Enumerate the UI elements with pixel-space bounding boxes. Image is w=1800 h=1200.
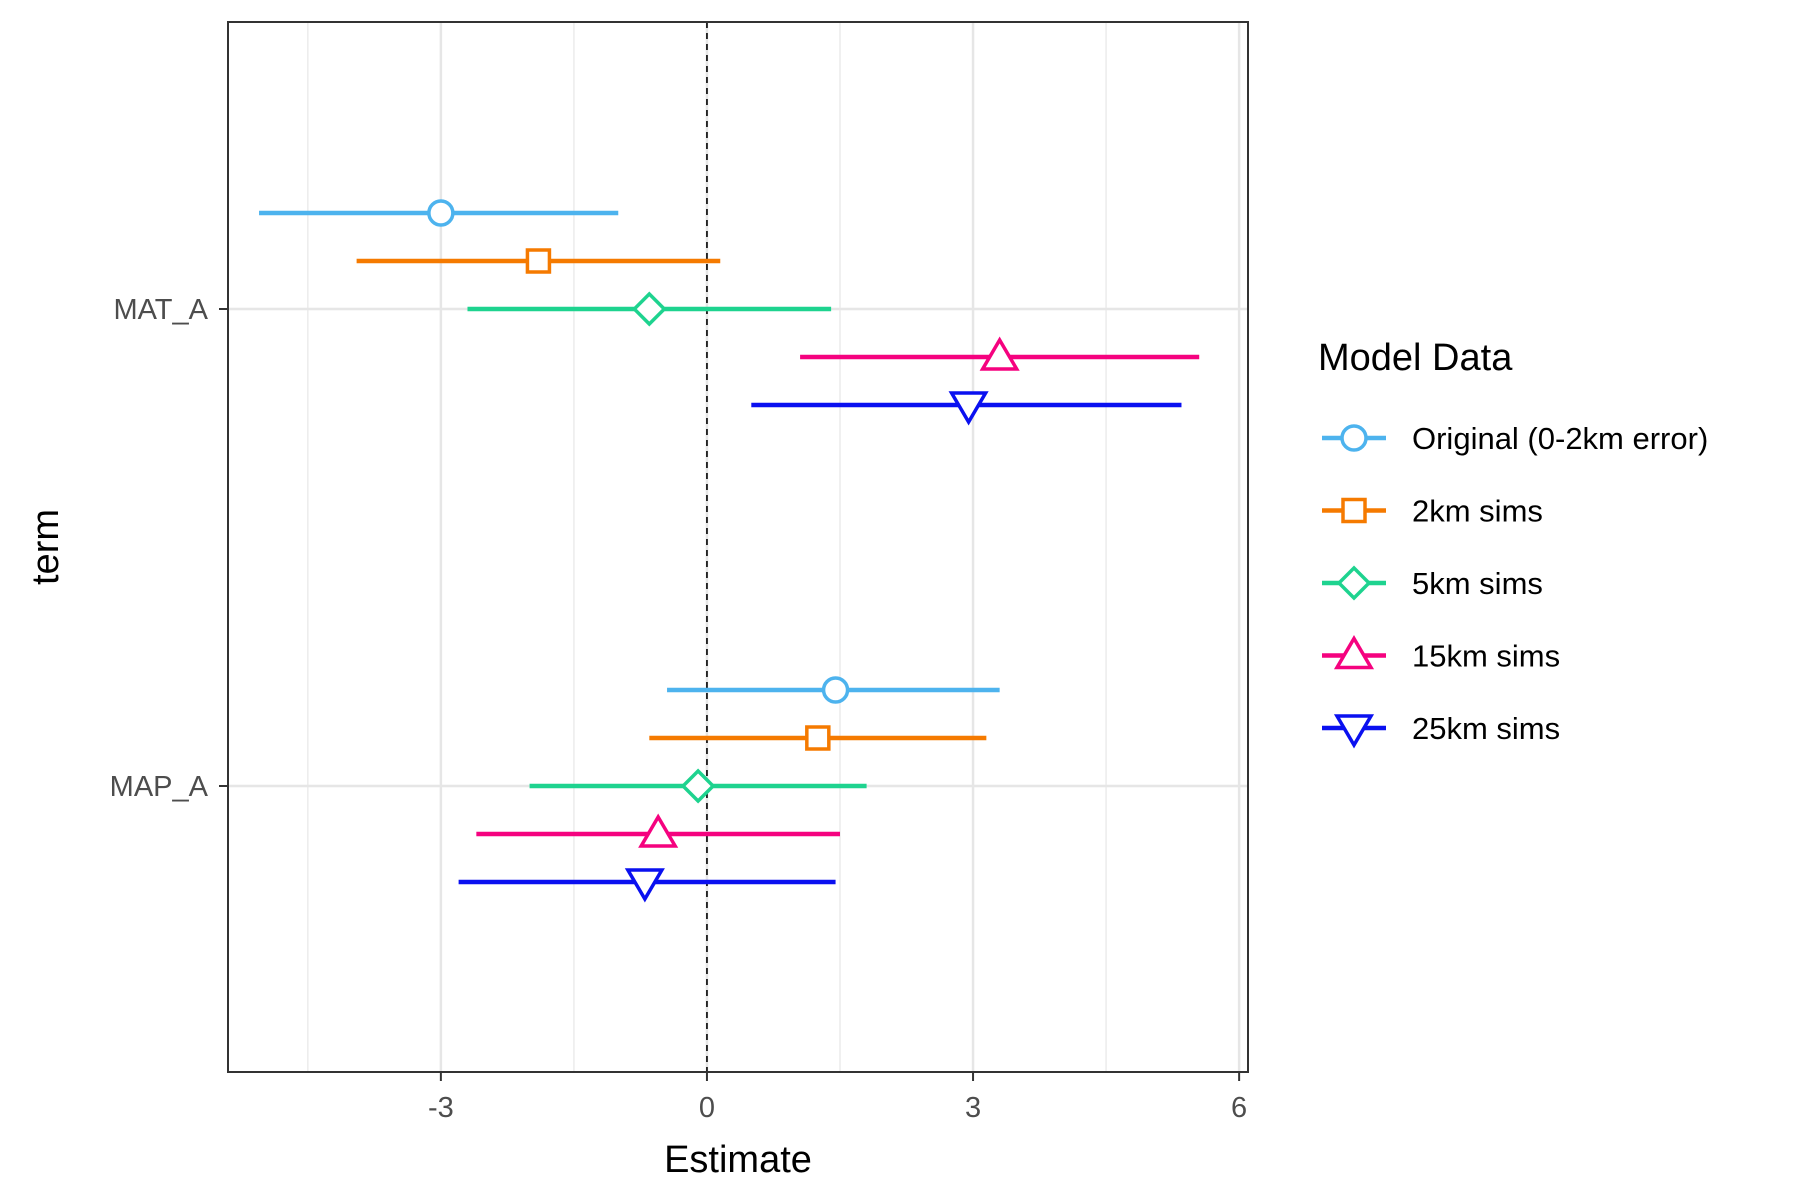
series-3	[467, 291, 867, 804]
y-tick-label: MAT_A	[113, 294, 208, 326]
grid-lines	[228, 22, 1248, 1072]
estimate-point	[525, 248, 552, 274]
legend-item-3: 5km sims	[1322, 565, 1543, 601]
estimate-marks	[259, 199, 1200, 903]
series-2	[356, 248, 987, 751]
y-axis-title: term	[25, 509, 67, 585]
estimate-point	[624, 868, 665, 903]
legend-label: 15km sims	[1412, 639, 1560, 674]
y-tick-label: MAP_A	[110, 771, 209, 803]
legend-key-marker	[1341, 497, 1367, 524]
legend-key-marker	[1333, 714, 1375, 749]
estimate-point	[979, 336, 1020, 371]
legend-key-marker	[1336, 565, 1372, 601]
legend-item-4: 15km sims	[1322, 635, 1560, 674]
legend: Model Data Original (0-2km error) 2km sim…	[1318, 337, 1708, 749]
legend-label: 2km sims	[1412, 494, 1543, 529]
x-axis-title: Estimate	[664, 1139, 812, 1181]
estimate-point	[680, 768, 716, 804]
estimate-point	[427, 199, 455, 227]
estimate-point	[821, 676, 850, 704]
x-tick-label: 6	[1231, 1092, 1247, 1124]
legend-item-5: 25km sims	[1322, 711, 1560, 749]
series-5	[458, 391, 1182, 903]
y-axis: MAT_A MAP_A	[110, 294, 228, 803]
legend-key-marker	[1333, 635, 1375, 670]
legend-label: Original (0-2km error)	[1412, 421, 1708, 456]
legend-label: 5km sims	[1412, 566, 1543, 601]
x-axis: -3 0 3 6	[428, 1072, 1247, 1124]
estimate-point	[948, 391, 989, 426]
panel-border	[227, 21, 1249, 1073]
legend-item-1: Original (0-2km error)	[1322, 421, 1708, 456]
legend-key-marker	[1340, 424, 1368, 452]
estimate-point	[638, 813, 679, 848]
legend-item-2: 2km sims	[1322, 494, 1543, 529]
legend-label: 25km sims	[1412, 711, 1560, 746]
x-tick-label: 0	[699, 1092, 715, 1124]
legend-title: Model Data	[1318, 337, 1513, 379]
series-4	[476, 336, 1200, 848]
x-tick-label: 3	[965, 1092, 981, 1124]
estimate-point	[631, 291, 667, 327]
x-tick-label: -3	[428, 1092, 454, 1124]
series-1	[259, 199, 1000, 704]
estimate-point	[805, 725, 831, 751]
